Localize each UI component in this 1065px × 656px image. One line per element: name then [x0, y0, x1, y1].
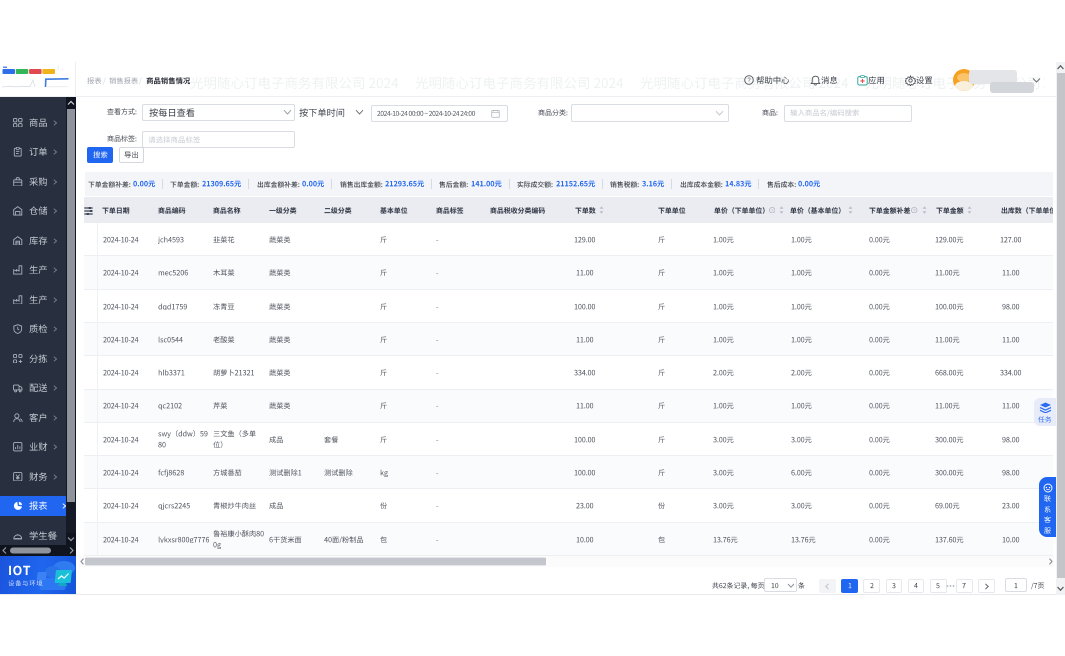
svg-text:?: ?: [913, 208, 916, 213]
svg-text:?: ?: [771, 208, 774, 213]
svg-text:?: ?: [747, 78, 751, 84]
